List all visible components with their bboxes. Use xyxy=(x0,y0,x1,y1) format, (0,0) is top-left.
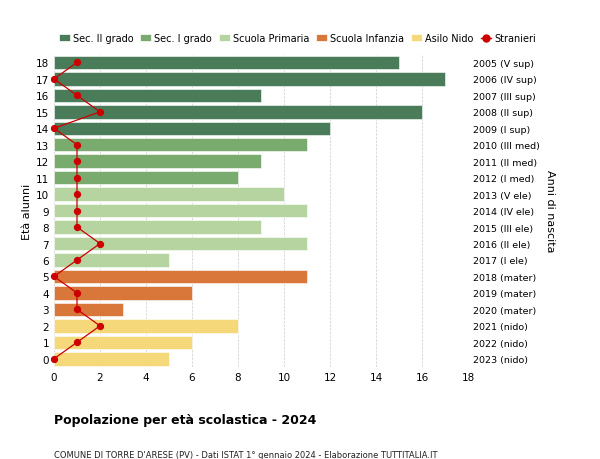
Point xyxy=(72,290,82,297)
Bar xyxy=(54,56,399,70)
Bar xyxy=(54,270,307,284)
Bar xyxy=(54,90,261,103)
Point xyxy=(72,158,82,166)
Bar xyxy=(54,139,307,152)
Point xyxy=(49,273,59,280)
Point xyxy=(72,92,82,100)
Point xyxy=(95,109,105,116)
Bar xyxy=(54,352,169,366)
Bar xyxy=(54,237,307,251)
Point xyxy=(72,174,82,182)
Point xyxy=(95,241,105,248)
Bar xyxy=(54,286,192,300)
Bar xyxy=(54,319,238,333)
Point xyxy=(95,323,105,330)
Legend: Sec. II grado, Sec. I grado, Scuola Primaria, Scuola Infanzia, Asilo Nido, Stran: Sec. II grado, Sec. I grado, Scuola Prim… xyxy=(59,34,536,44)
Bar xyxy=(54,221,261,234)
Bar xyxy=(54,122,330,136)
Point xyxy=(49,125,59,133)
Point xyxy=(72,339,82,346)
Bar xyxy=(54,188,284,202)
Bar xyxy=(54,303,123,316)
Bar xyxy=(54,172,238,185)
Point xyxy=(72,60,82,67)
Y-axis label: Anni di nascita: Anni di nascita xyxy=(545,170,555,252)
Y-axis label: Età alunni: Età alunni xyxy=(22,183,32,239)
Bar xyxy=(54,336,192,349)
Bar xyxy=(54,106,422,119)
Bar xyxy=(54,155,261,168)
Point xyxy=(72,191,82,198)
Bar xyxy=(54,73,445,86)
Point xyxy=(72,257,82,264)
Point xyxy=(49,76,59,84)
Text: COMUNE DI TORRE D'ARESE (PV) - Dati ISTAT 1° gennaio 2024 - Elaborazione TUTTITA: COMUNE DI TORRE D'ARESE (PV) - Dati ISTA… xyxy=(54,450,437,459)
Bar xyxy=(54,254,169,267)
Point xyxy=(72,142,82,149)
Point xyxy=(72,306,82,313)
Point xyxy=(72,207,82,215)
Text: Popolazione per età scolastica - 2024: Popolazione per età scolastica - 2024 xyxy=(54,413,316,426)
Point xyxy=(49,355,59,363)
Bar xyxy=(54,204,307,218)
Point xyxy=(72,224,82,231)
